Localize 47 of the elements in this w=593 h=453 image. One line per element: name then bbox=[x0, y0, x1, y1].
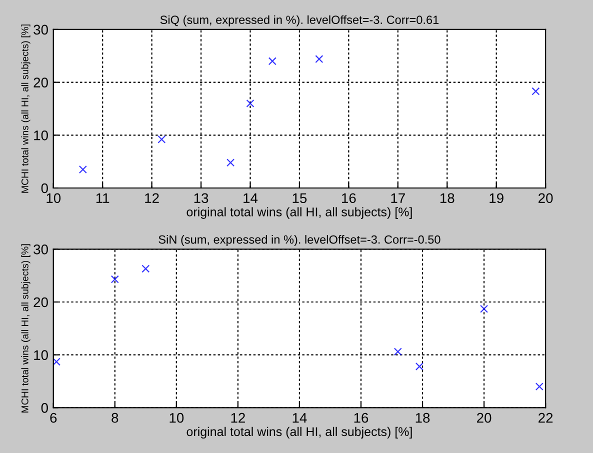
x-tick-label: 20 bbox=[477, 412, 492, 423]
x-tick-label: 18 bbox=[416, 412, 430, 423]
point bbox=[535, 382, 544, 391]
x-axis-title: original total wins (all HI, all subjects) [%] bbox=[186, 426, 412, 439]
y-tick-label: 10 bbox=[34, 350, 48, 360]
chart-title: SiQ (sum, expressed in %). levelOffset=-3. Corr=0.61 bbox=[160, 15, 439, 26]
y-tick-label: 10 bbox=[34, 130, 48, 140]
point bbox=[480, 304, 488, 313]
x-tick-label: 8 bbox=[112, 412, 118, 423]
x-tick-label: 18 bbox=[440, 193, 454, 204]
point bbox=[142, 264, 150, 273]
point bbox=[158, 135, 166, 144]
point bbox=[532, 87, 540, 96]
point bbox=[78, 165, 87, 174]
y-tick-label: 0 bbox=[41, 183, 48, 194]
x-tick-label: 16 bbox=[354, 412, 368, 423]
y-tick-label: 20 bbox=[34, 297, 48, 308]
x-tick-label: 11 bbox=[96, 193, 110, 203]
x-tick-label: 12 bbox=[231, 412, 245, 423]
x-axis-title: original total wins (all HI, all subjects) [%] bbox=[186, 207, 412, 219]
y-tick-label: 0 bbox=[41, 403, 48, 413]
x-tick-label: 20 bbox=[538, 193, 553, 204]
x-tick-label: 15 bbox=[292, 193, 307, 204]
y-tick-label: 30 bbox=[34, 244, 48, 254]
x-tick-label: 6 bbox=[50, 412, 57, 423]
x-tick-label: 16 bbox=[342, 193, 356, 204]
x-tick-label: 14 bbox=[244, 193, 258, 203]
y-axis-title: MCHI total wins (all HI, all subjects) [%] bbox=[21, 24, 30, 193]
point bbox=[268, 57, 276, 66]
x-tick-label: 13 bbox=[194, 193, 208, 204]
chart-title: SiN (sum, expressed in %). levelOffset=-3. Corr=-0.50 bbox=[158, 235, 440, 246]
y-tick-label: 30 bbox=[34, 24, 48, 35]
point bbox=[53, 358, 60, 366]
point bbox=[394, 348, 402, 356]
point bbox=[415, 362, 424, 371]
x-tick-label: 22 bbox=[538, 412, 553, 423]
x-tick-label: 14 bbox=[292, 413, 307, 423]
point bbox=[315, 55, 324, 64]
x-tick-label: 10 bbox=[170, 412, 184, 423]
x-tick-label: 17 bbox=[391, 193, 405, 203]
x-tick-label: 19 bbox=[490, 193, 504, 204]
y-axis-title: MCHI total wins (all HI, all subjects) [%] bbox=[21, 244, 30, 412]
x-tick-label: 12 bbox=[145, 193, 159, 203]
point bbox=[110, 275, 119, 284]
point bbox=[226, 158, 235, 167]
point bbox=[246, 99, 254, 108]
y-tick-label: 20 bbox=[34, 78, 48, 88]
